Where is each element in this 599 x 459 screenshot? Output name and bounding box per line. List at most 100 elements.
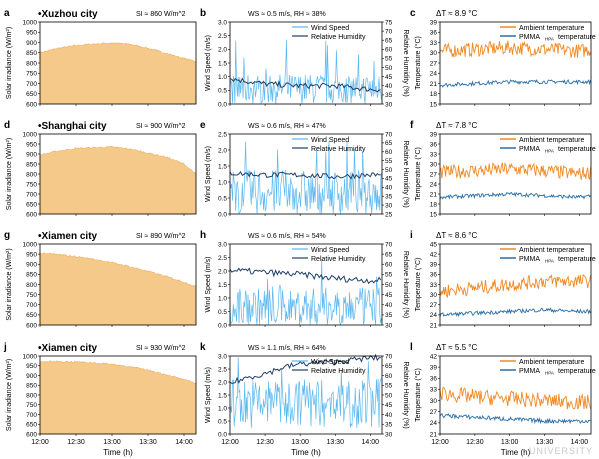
solar-irradiance-area	[39, 42, 197, 105]
y-tick-label: 24	[430, 71, 438, 78]
panel-letter: i	[410, 230, 413, 241]
y-right-tick-label: 70	[385, 131, 393, 138]
y-axis-label: Wind Speed (m/s)	[205, 146, 212, 202]
legend-hpa-subscript: HPA	[545, 371, 554, 376]
y-tick-label: 0.0	[218, 322, 227, 329]
solar-annotation: SI ≈ 890 W/m^2	[136, 233, 186, 240]
y-tick-label: 700	[26, 412, 37, 419]
y-tick-label: 18	[430, 201, 438, 208]
y-tick-label: 27	[430, 409, 438, 416]
y-tick-label: 24	[430, 420, 438, 427]
y-right-tick-label: 40	[385, 185, 393, 192]
legend-temperature-label: temperature	[558, 34, 596, 41]
y-tick-label: 650	[26, 91, 37, 98]
legend-wind-label: Wind Speed	[311, 247, 349, 254]
y-tick-label: 0.5	[218, 88, 227, 95]
y-tick-label: 0.5	[218, 309, 227, 316]
y-tick-label: 30	[430, 161, 438, 168]
y-tick-label: 36	[430, 30, 438, 37]
y-right-tick-label: 35	[385, 194, 393, 201]
y-tick-label: 24	[430, 181, 438, 188]
panel-letter: f	[410, 120, 414, 131]
ambient-temperature-line	[439, 274, 591, 299]
y-tick-label: 0.5	[218, 418, 227, 425]
y-tick-label: 950	[26, 30, 37, 37]
y-right-tick-label: 70	[385, 28, 393, 35]
y-right-tick-label: 45	[385, 402, 393, 409]
y-tick-label: 600	[26, 101, 37, 108]
axes-frame	[439, 355, 592, 435]
wind-speed-line	[229, 39, 382, 105]
panel-letter: a	[4, 8, 10, 19]
x-tick-label: 12:30	[256, 439, 274, 446]
y-tick-label: 900	[26, 40, 37, 47]
y-tick-label: 45	[430, 241, 438, 248]
x-tick-label: 12:00	[31, 439, 49, 446]
y-tick-label: 33	[430, 387, 438, 394]
y-tick-label: 1.5	[218, 60, 227, 67]
y-tick-label: 33	[430, 151, 438, 158]
y-tick-label: 1.0	[218, 179, 227, 186]
y-right-tick-label: 30	[385, 202, 393, 209]
x-tick-label: 12:00	[431, 439, 449, 446]
pmma-hpa-temperature-line	[439, 307, 591, 318]
x-tick-label: 12:00	[221, 439, 239, 446]
y-right-tick-label: 40	[385, 412, 393, 419]
relative-humidity-line	[229, 353, 381, 385]
y-tick-label: 33	[430, 282, 438, 289]
y-axis-label: Solar irradiance (W/m²)	[6, 27, 13, 99]
y-tick-label: 800	[26, 392, 37, 399]
city-title: •Xiamen city	[38, 231, 98, 242]
y-tick-label: 650	[26, 312, 37, 319]
y-tick-label: 15	[430, 211, 438, 218]
y-tick-label: 2.0	[218, 379, 227, 386]
y-right-tick-label: 50	[385, 167, 393, 174]
y-tick-label: 950	[26, 363, 37, 370]
y-right-tick-label: 35	[385, 92, 393, 99]
y-right-tick-label: 45	[385, 292, 393, 299]
y-tick-label: 33	[430, 40, 438, 47]
y-tick-label: 27	[430, 302, 438, 309]
y-tick-label: 650	[26, 422, 37, 429]
pmma-hpa-temperature-line	[439, 412, 591, 425]
y-tick-label: 850	[26, 50, 37, 57]
y-tick-label: 1.0	[218, 405, 227, 412]
panel-letter: c	[410, 8, 416, 19]
y-tick-label: 1.5	[218, 163, 227, 170]
panel-letter: h	[200, 230, 206, 241]
y-right-tick-label: 50	[385, 282, 393, 289]
legend-hpa-subscript: HPA	[545, 149, 554, 154]
wind-speed-line	[229, 258, 382, 326]
y-axis-label: Temperature (°C)	[414, 36, 422, 90]
x-tick-label: 14:00	[571, 439, 589, 446]
y-tick-label: 1000	[23, 131, 38, 138]
panel-letter: d	[4, 120, 10, 131]
city-title: •Xuzhou city	[38, 9, 98, 20]
y-right-axis-label: Relative Humidity (%)	[402, 361, 409, 428]
y-right-tick-label: 55	[385, 56, 393, 63]
y-right-tick-label: 45	[385, 176, 393, 183]
x-tick-label: 14:00	[175, 439, 193, 446]
y-axis-label: Temperature (°C)	[414, 147, 422, 201]
y-tick-label: 650	[26, 201, 37, 208]
panel-letter: e	[200, 120, 206, 131]
y-tick-label: 21	[430, 322, 438, 329]
y-tick-label: 15	[430, 101, 438, 108]
y-axis-label: Wind Speed (m/s)	[205, 35, 212, 91]
legend-ambient-label: Ambient temperature	[519, 359, 584, 366]
y-tick-label: 800	[26, 282, 37, 289]
y-right-axis-label: Relative Humidity (%)	[402, 29, 409, 96]
y-tick-label: 1.5	[218, 282, 227, 289]
y-right-tick-label: 25	[385, 211, 393, 218]
relative-humidity-line	[229, 170, 381, 180]
y-right-tick-label: 60	[385, 373, 393, 380]
x-tick-label: 13:00	[291, 439, 309, 446]
legend-hpa-subscript: HPA	[545, 37, 554, 42]
y-tick-label: 750	[26, 71, 37, 78]
legend-humidity-label: Relative Humidity	[311, 256, 366, 263]
ws-rh-annotation: WS ≈ 1.1 m/s, RH ≈ 64%	[248, 345, 326, 352]
legend-temperature-label: temperature	[558, 146, 596, 153]
y-right-tick-label: 75	[385, 19, 393, 26]
y-right-tick-label: 50	[385, 65, 393, 72]
